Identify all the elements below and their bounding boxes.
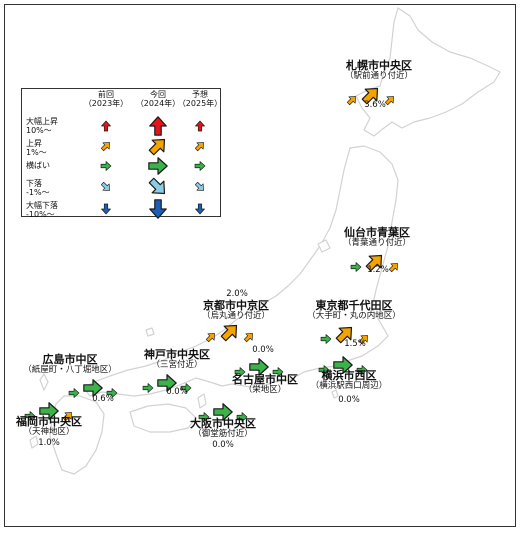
legend-flat-icon xyxy=(100,160,112,172)
rate-kobe: 0.0% xyxy=(166,387,188,397)
location-kyoto: 京都市中京区 （烏丸通り付近） xyxy=(201,299,270,322)
trend-arrows-yokohama xyxy=(318,354,368,376)
location-sapporo: 札幌市中央区 （駅前通り付近） xyxy=(344,59,413,82)
flat-arrow-icon xyxy=(332,354,354,376)
flat-arrow-icon xyxy=(320,333,332,345)
flat-arrow-icon xyxy=(248,356,270,378)
location-fukuoka: 福岡市中央区 （天神地区） xyxy=(16,415,82,438)
rate-osaka: 0.0% xyxy=(212,440,234,450)
rate-nagoya: 0.0% xyxy=(252,345,274,355)
trend-arrows-sapporo xyxy=(346,84,396,106)
location-kobe: 神戸市中央区 （三宮付近） xyxy=(144,348,210,371)
hokkaido-land xyxy=(355,7,501,137)
goto-islands xyxy=(29,435,39,449)
flat-arrow-icon xyxy=(234,366,246,378)
legend-flat-icon xyxy=(147,155,169,177)
rate-fukuoka: 1.0% xyxy=(38,438,60,448)
oki-islands xyxy=(145,327,155,337)
flat-arrow-icon xyxy=(142,382,154,394)
map-frame xyxy=(4,4,516,527)
rate-tokyo: 1.5% xyxy=(344,339,366,349)
rise-arrow-icon xyxy=(205,331,217,343)
rise-arrow-icon xyxy=(62,410,74,422)
honshu-land xyxy=(83,145,399,397)
trend-arrows-kobe xyxy=(142,372,192,394)
flat-arrow-icon xyxy=(38,400,60,422)
tsushima-island xyxy=(39,373,49,391)
flat-arrow-icon xyxy=(212,401,234,423)
legend-row-flat: 横ばい xyxy=(26,161,50,170)
legend-row-rise: 上昇 1%〜 xyxy=(26,139,47,158)
flat-arrow-icon xyxy=(156,372,178,394)
trend-arrows-osaka xyxy=(198,401,248,423)
location-nagoya: 名古屋市中区 （栄地区） xyxy=(232,373,298,396)
trend-arrows-fukuoka xyxy=(24,400,74,422)
legend-flat-icon xyxy=(194,160,206,172)
trend-arrows-nagoya xyxy=(234,356,284,378)
flat-arrow-icon xyxy=(356,364,368,376)
legend-col-current: 今回 （2024年） xyxy=(135,90,181,109)
rate-kyoto: 2.0% xyxy=(226,289,248,299)
legend-decline-icon xyxy=(147,176,169,198)
rate-sapporo: 3.6% xyxy=(364,100,386,110)
flat-arrow-icon xyxy=(24,410,36,422)
location-osaka: 大阪市中央区 （御堂筋付近） xyxy=(190,417,256,440)
legend-decline-icon xyxy=(100,181,112,193)
legend-rise-icon xyxy=(147,135,169,157)
rise-arrow-icon xyxy=(364,251,386,273)
flat-arrow-icon xyxy=(318,364,330,376)
rise-arrow-icon xyxy=(334,323,356,345)
trend-arrows-sendai xyxy=(350,251,400,273)
legend-sharp-rise-icon xyxy=(194,120,206,132)
rate-hiroshima: 0.6% xyxy=(92,394,114,404)
location-sendai: 仙台市青葉区 （青葉通り付近） xyxy=(342,226,411,249)
legend-sharp-rise-icon xyxy=(147,115,169,137)
sado-island xyxy=(317,239,331,253)
flat-arrow-icon xyxy=(236,411,248,423)
rise-arrow-icon xyxy=(219,321,241,343)
trend-arrows-kyoto xyxy=(205,321,255,343)
flat-arrow-icon xyxy=(180,382,192,394)
flat-arrow-icon xyxy=(82,377,104,399)
flat-arrow-icon xyxy=(198,411,210,423)
legend-col-previous: 前回 （2023年） xyxy=(83,90,129,109)
rise-arrow-icon xyxy=(358,333,370,345)
rise-arrow-icon xyxy=(360,84,382,106)
legend-sharp-rise-icon xyxy=(100,120,112,132)
rise-arrow-icon xyxy=(384,94,396,106)
legend-sharp-decline-icon xyxy=(100,203,112,215)
flat-arrow-icon xyxy=(350,261,362,273)
legend-sharp-decline-icon xyxy=(147,198,169,220)
shikoku-land xyxy=(129,403,197,433)
rise-arrow-icon xyxy=(346,94,358,106)
kyushu-land xyxy=(49,395,105,475)
rise-arrow-icon xyxy=(388,261,400,273)
rise-arrow-icon xyxy=(243,331,255,343)
legend-row-decline: 下落 -1%〜 xyxy=(26,179,50,198)
trend-arrows-hiroshima xyxy=(68,377,118,399)
trend-arrows-tokyo xyxy=(320,323,370,345)
flat-arrow-icon xyxy=(106,387,118,399)
location-tokyo: 東京都千代田区 （大手町・丸の内地区） xyxy=(307,299,401,322)
izu-islands xyxy=(331,389,339,399)
location-yokohama: 横浜市西区 （横浜駅西口周辺） xyxy=(310,369,388,392)
rate-sendai: 1.2% xyxy=(367,265,389,275)
legend-rise-icon xyxy=(100,140,112,152)
legend-decline-icon xyxy=(194,181,206,193)
legend-row-sharp-rise: 大幅上昇 10%〜 xyxy=(26,117,58,136)
rate-yokohama: 0.0% xyxy=(338,395,360,405)
legend: 前回 （2023年） 今回 （2024年） 予想 （2025年） 大幅上昇 10%〜 上… xyxy=(21,88,223,220)
location-hiroshima: 広島市中区 （紙屋町・八丁堀地区） xyxy=(23,353,117,376)
legend-col-forecast: 予想 （2025年） xyxy=(177,90,223,109)
legend-row-sharp-decline: 大幅下落 -10%〜 xyxy=(26,201,58,220)
legend-rise-icon xyxy=(194,140,206,152)
awaji-island xyxy=(197,393,207,409)
flat-arrow-icon xyxy=(272,366,284,378)
legend-sharp-decline-icon xyxy=(194,203,206,215)
flat-arrow-icon xyxy=(68,387,80,399)
